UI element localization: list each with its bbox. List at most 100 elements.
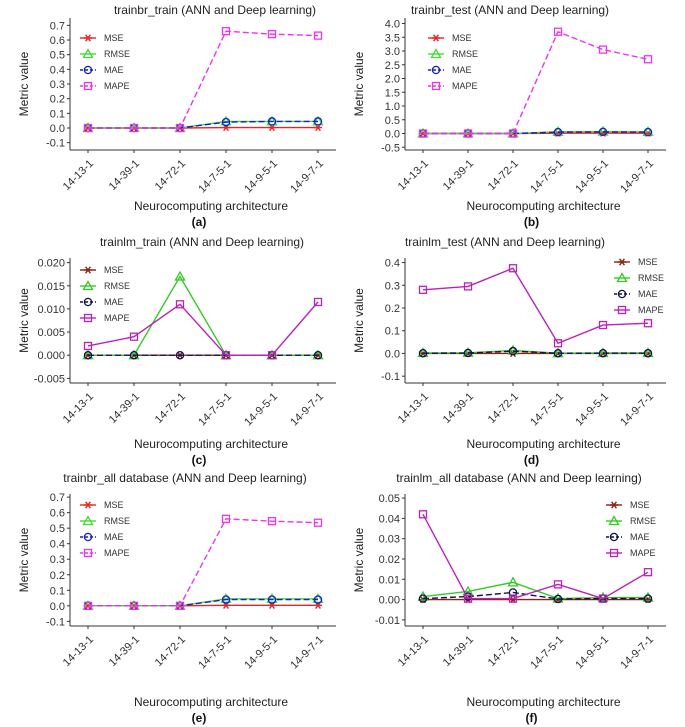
y-tick-label: 0.2 xyxy=(50,94,65,106)
legend-item: RMSE xyxy=(614,272,664,283)
y-tick-label: 0.2 xyxy=(50,570,65,582)
marker-triangle xyxy=(82,280,94,291)
y-tick-label: 0.00 xyxy=(379,595,400,607)
series-line-mae xyxy=(422,591,648,600)
marker-square xyxy=(313,297,323,307)
x-tick-label: 14-39-1 xyxy=(107,391,142,426)
y-tick-label: -0.1 xyxy=(46,138,65,150)
chart-panel: trainlm_all database (ANN and Deep learn… xyxy=(352,471,666,725)
marker-square xyxy=(431,81,441,91)
chart-panel: trainlm_test (ANN and Deep learning) -0.1… xyxy=(352,235,666,467)
y-tick-label: 0.3 xyxy=(50,554,65,566)
marker-square xyxy=(267,351,277,360)
marker-circle xyxy=(83,532,93,542)
chart-title: trainbr_all database (ANN and Deep learn… xyxy=(63,471,306,485)
legend-item: MAPE xyxy=(80,313,130,323)
x-axis-label: Neurocomputing architecture xyxy=(466,695,620,709)
chart-panel: trainbr_all database (ANN and Deep learn… xyxy=(17,471,336,725)
legend-label: MSE xyxy=(638,257,658,267)
marker-circle xyxy=(643,127,653,137)
chart-panel: trainlm_train (ANN and Deep learning) -0.… xyxy=(17,235,336,467)
marker-circle xyxy=(553,127,563,137)
marker-triangle xyxy=(82,515,94,526)
panel-label: (d) xyxy=(524,453,539,467)
y-tick-label: 2.0 xyxy=(385,74,400,86)
y-tick-label: 0.010 xyxy=(37,304,65,316)
marker-circle xyxy=(313,595,323,604)
y-tick-label: 1.0 xyxy=(385,101,400,113)
y-tick-label: 0.4 xyxy=(385,258,400,270)
x-axis-label: Neurocomputing architecture xyxy=(134,695,288,709)
marker-square xyxy=(83,81,93,91)
y-tick-label: 0.4 xyxy=(50,539,65,551)
legend-item: MAPE xyxy=(80,548,130,558)
x-tick-label: 14-9-7-1 xyxy=(288,391,326,429)
chart-panel: trainbr_test (ANN and Deep learning) -0.5… xyxy=(352,3,666,229)
legend-item: MAPE xyxy=(80,81,130,91)
marker-square xyxy=(221,351,231,360)
series-line-mape xyxy=(422,267,649,345)
panel-label: (a) xyxy=(192,215,207,229)
legend-item: MAE xyxy=(80,297,124,307)
marker-circle xyxy=(175,350,185,360)
marker-square xyxy=(643,319,653,328)
legend-item: MSE xyxy=(80,500,124,510)
legend-label: MAPE xyxy=(104,548,130,558)
marker-square xyxy=(129,601,139,610)
legend-label: RMSE xyxy=(104,281,130,291)
marker-circle xyxy=(418,348,428,358)
y-tick-label: 0.03 xyxy=(379,534,400,546)
marker-circle xyxy=(643,594,653,603)
x-tick-label: 14-13-1 xyxy=(396,634,431,669)
marker-square xyxy=(129,123,139,133)
x-tick-label: 14-9-5-1 xyxy=(573,634,611,672)
marker-circle xyxy=(553,348,563,358)
marker-circle xyxy=(508,346,518,356)
x-tick-label: 14-72-1 xyxy=(153,391,188,426)
marker-square xyxy=(221,27,231,36)
x-axis-label: Neurocomputing architecture xyxy=(134,437,288,451)
marker-circle xyxy=(267,595,277,604)
y-axis-label: Metric value xyxy=(17,288,31,353)
series-line-mape xyxy=(422,513,649,600)
y-tick-label: 0.4 xyxy=(50,64,65,76)
x-tick-label: 14-7-5-1 xyxy=(528,158,566,196)
series-line-rmse xyxy=(422,581,648,600)
y-tick-label: 0.7 xyxy=(50,492,65,504)
x-tick-label: 14-13-1 xyxy=(61,158,96,193)
marker-square xyxy=(418,510,428,519)
marker-circle xyxy=(553,594,563,604)
marker-square xyxy=(463,282,473,291)
y-tick-label: 0.7 xyxy=(50,20,65,32)
legend-label: MAE xyxy=(638,289,658,299)
legend-label: MAPE xyxy=(630,548,656,558)
marker-circle xyxy=(598,127,608,137)
x-tick-label: 14-39-1 xyxy=(107,158,142,193)
x-tick-label: 14-7-5-1 xyxy=(528,391,566,429)
legend-label: MAE xyxy=(452,65,472,75)
y-tick-label: 0.1 xyxy=(385,326,400,338)
x-tick-label: 14-9-5-1 xyxy=(573,391,611,429)
x-tick-label: 14-72-1 xyxy=(486,634,521,669)
marker-circle xyxy=(83,297,93,307)
chart-title: trainbr_test (ANN and Deep learning) xyxy=(411,3,609,17)
marker-square xyxy=(83,601,93,610)
legend-label: MAE xyxy=(104,532,124,542)
series-line-mae xyxy=(422,350,648,354)
y-tick-label: 0.0 xyxy=(385,348,400,360)
y-tick-label: 0.0 xyxy=(50,123,65,135)
legend-label: MAPE xyxy=(452,81,478,91)
panel-label: (e) xyxy=(192,711,207,725)
chart-panel: trainbr_train (ANN and Deep learning) -0.… xyxy=(17,3,336,229)
marker-asterisk xyxy=(611,501,617,509)
legend-item: MSE xyxy=(80,265,124,275)
marker-square xyxy=(313,31,323,40)
marker-square xyxy=(175,123,185,133)
marker-circle xyxy=(431,65,441,75)
marker-circle xyxy=(609,532,619,542)
marker-square xyxy=(508,594,518,603)
marker-square xyxy=(83,548,93,558)
marker-triangle xyxy=(642,591,654,602)
marker-square xyxy=(175,601,185,610)
x-tick-label: 14-9-5-1 xyxy=(242,158,280,196)
